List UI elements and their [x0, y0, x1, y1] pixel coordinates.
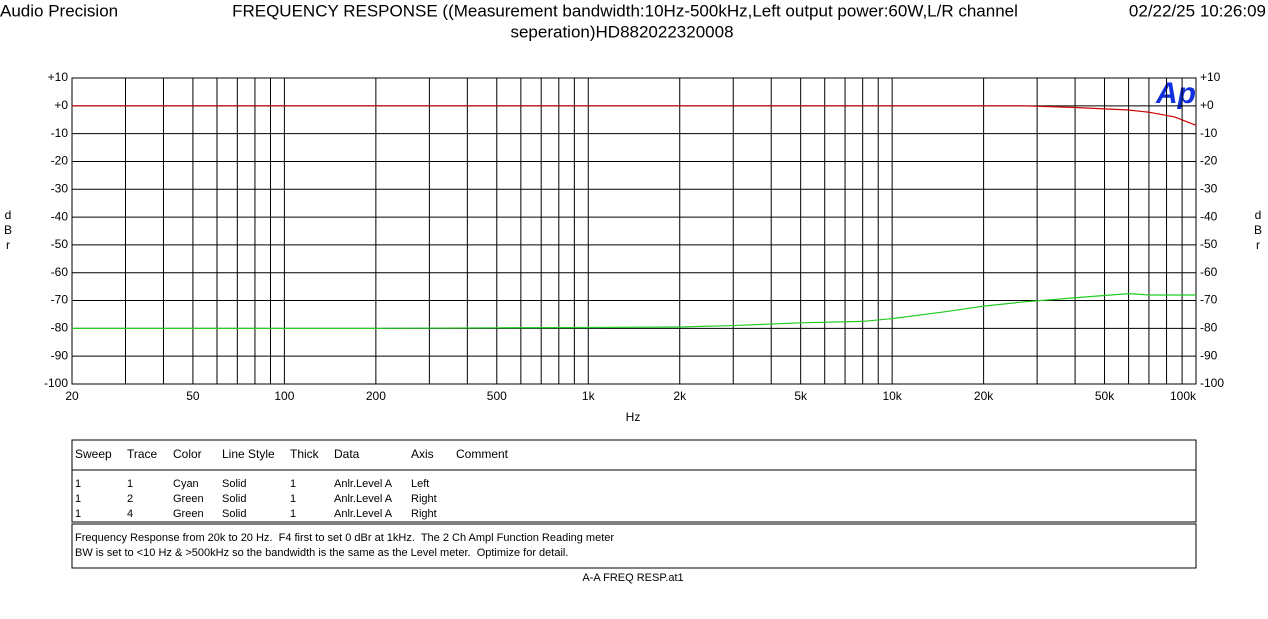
- title-line: FREQUENCY RESPONSE ((Measurement bandwid…: [232, 1, 1018, 20]
- table-cell: Green: [173, 493, 204, 505]
- y-tick-label: -40: [51, 209, 69, 223]
- table-cell: Anlr.Level A: [334, 493, 393, 505]
- x-tick-label: 200: [366, 389, 386, 403]
- table-header: Sweep: [75, 447, 112, 461]
- table-cell: 1: [75, 508, 81, 520]
- table-cell: Solid: [222, 508, 246, 520]
- y2-tick-label: -100: [1200, 376, 1224, 390]
- table-cell: Right: [411, 508, 437, 520]
- y-tick-label: -50: [51, 237, 69, 251]
- comment-frame: [71, 523, 1197, 569]
- y2-tick-label: -50: [1200, 237, 1218, 251]
- table-cell: 2: [127, 493, 133, 505]
- y2-tick-label: -80: [1200, 321, 1218, 335]
- x-tick-label: 1k: [582, 389, 596, 403]
- x-tick-label: 100: [274, 389, 294, 403]
- table-cell: 1: [290, 493, 296, 505]
- y-tick-label: -60: [51, 265, 69, 279]
- table-cell: 1: [75, 478, 81, 490]
- table-cell: Cyan: [173, 478, 199, 490]
- x-tick-label: 50: [186, 389, 200, 403]
- table-cell: 1: [290, 478, 296, 490]
- app-name: Audio Precision: [0, 1, 118, 20]
- comment-line: BW is set to <10 Hz & >500kHz so the ban…: [75, 547, 568, 559]
- date: 02/22/25 10:26:09: [1129, 1, 1266, 20]
- x-axis-label: Hz: [626, 410, 641, 424]
- y-tick-label: +0: [54, 98, 68, 112]
- table-header: Line Style: [222, 447, 275, 461]
- table-cell: Solid: [222, 493, 246, 505]
- x-tick-label: 20: [65, 389, 79, 403]
- y2-tick-label: -20: [1200, 154, 1218, 168]
- logo: Ap: [1155, 77, 1196, 110]
- comment-line: Frequency Response from 20k to 20 Hz. F4…: [75, 532, 614, 544]
- y-tick-label: -30: [51, 181, 69, 195]
- x-tick-label: 2k: [673, 389, 687, 403]
- series-line: [72, 105, 1197, 126]
- table-cell: 1: [127, 478, 133, 490]
- y-tick-label: -80: [51, 321, 69, 335]
- y-tick-label: -100: [44, 376, 68, 390]
- x-tick-label: 5k: [794, 389, 808, 403]
- x-tick-label: 10k: [882, 389, 902, 403]
- footer: A-A FREQ RESP.at1: [582, 572, 683, 584]
- y-tick-label: -20: [51, 154, 69, 168]
- table-cell: Solid: [222, 478, 246, 490]
- y2-tick-label: -30: [1200, 181, 1218, 195]
- x-tick-label: 100k: [1170, 389, 1197, 403]
- table-header: Trace: [127, 447, 158, 461]
- table-header: Color: [173, 447, 202, 461]
- y-tick-label: -70: [51, 293, 69, 307]
- series-line: [72, 292, 1196, 329]
- table-cell: 1: [75, 493, 81, 505]
- table-cell: Right: [411, 493, 437, 505]
- plot-frame: [71, 77, 1197, 385]
- table-cell: Anlr.Level A: [334, 478, 393, 490]
- table-cell: Left: [411, 478, 429, 490]
- y2-tick-label: -10: [1200, 126, 1218, 140]
- table-cell: Anlr.Level A: [334, 508, 393, 520]
- y2-tick-label: -90: [1200, 348, 1218, 362]
- y2-tick-label: -40: [1200, 209, 1218, 223]
- title-line: seperation)HD882022320008: [510, 22, 733, 41]
- y-tick-label: +10: [48, 70, 69, 84]
- x-tick-label: 500: [487, 389, 507, 403]
- table-header: Thick: [290, 447, 320, 461]
- x-tick-label: 50k: [1095, 389, 1115, 403]
- table-header: Comment: [456, 447, 509, 461]
- y-tick-label: -90: [51, 348, 69, 362]
- table-header: Axis: [411, 447, 434, 461]
- table-cell: 1: [290, 508, 296, 520]
- y2-tick-label: +10: [1200, 70, 1221, 84]
- table-cell: 4: [127, 508, 133, 520]
- y2-tick-label: +0: [1200, 98, 1214, 112]
- y2-tick-label: -60: [1200, 265, 1218, 279]
- table-cell: Green: [173, 508, 204, 520]
- y-tick-label: -10: [51, 126, 69, 140]
- x-tick-label: 20k: [974, 389, 994, 403]
- legend-table-frame: [71, 439, 1197, 523]
- table-header: Data: [334, 447, 360, 461]
- y2-tick-label: -70: [1200, 293, 1218, 307]
